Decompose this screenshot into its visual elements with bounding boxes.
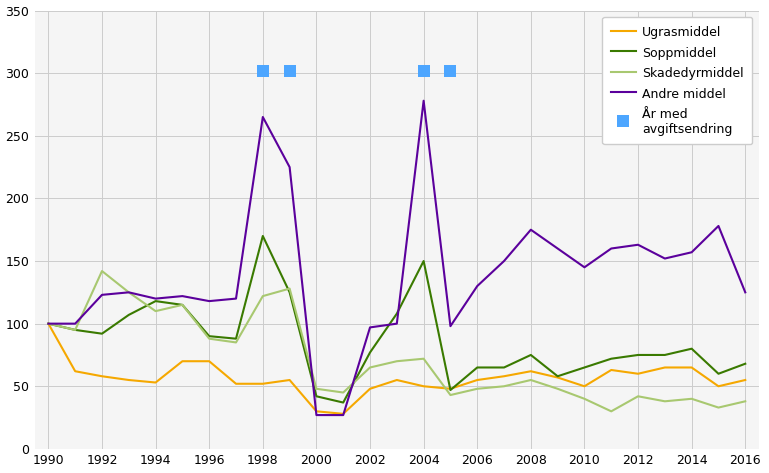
Legend: Ugrasmiddel, Soppmiddel, Skadedyrmiddel, Andre middel, År med
avgiftsendring: Ugrasmiddel, Soppmiddel, Skadedyrmiddel,…: [602, 17, 752, 144]
